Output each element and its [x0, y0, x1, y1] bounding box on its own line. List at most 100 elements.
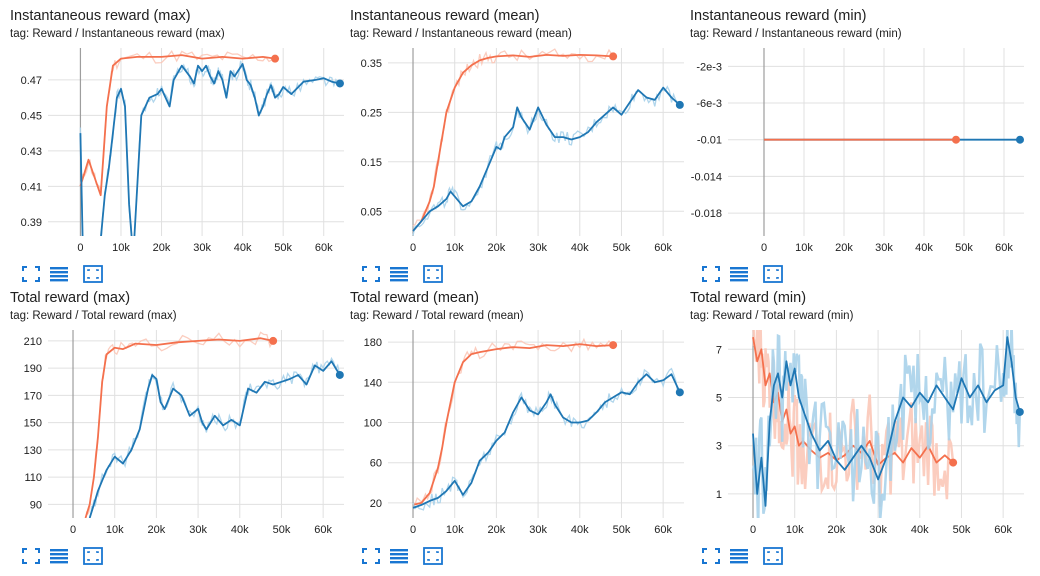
x-tick-label: 0 — [410, 242, 416, 254]
x-tick-label: 60k — [994, 524, 1012, 536]
x-tick-label: 60k — [314, 524, 332, 536]
fit-domain-icon[interactable] — [82, 264, 104, 284]
x-tick-label: 10k — [786, 524, 804, 536]
chart-plot[interactable]: 90 110 130 150 170 190 210 0 10k 20k 30k 40k 50k 60k — [10, 326, 350, 538]
chart-plot[interactable]: 20 60 100 140 180 0 10k 20k 30k 40k 50k 60k — [350, 326, 690, 538]
series-end-point — [1016, 135, 1024, 144]
x-tick-label: 10k — [446, 242, 464, 254]
x-tick-label: 60k — [654, 242, 672, 254]
fullscreen-icon[interactable] — [360, 546, 382, 566]
y-tick-label: -0.018 — [691, 208, 722, 220]
chart-card-total-max: Total reward (max) tag: Reward / Total r… — [10, 290, 350, 572]
y-tick-label: 20 — [370, 498, 382, 510]
x-tick-label: 10k — [446, 524, 464, 536]
chart-card-instantaneous-mean: Instantaneous reward (mean) tag: Reward … — [350, 8, 690, 290]
series-end-point — [271, 54, 280, 63]
x-tick-label: 30k — [193, 242, 211, 254]
data-table-icon[interactable] — [728, 546, 750, 566]
fit-domain-icon[interactable] — [82, 546, 104, 566]
x-tick-label: 50k — [953, 524, 971, 536]
series-line — [79, 54, 276, 197]
x-tick-label: 30k — [869, 524, 887, 536]
x-tick-label: 50k — [613, 524, 631, 536]
fullscreen-icon[interactable] — [360, 264, 382, 284]
chart-toolbar — [20, 546, 140, 568]
fullscreen-icon[interactable] — [20, 264, 42, 284]
fit-domain-icon[interactable] — [762, 264, 784, 284]
series-end-point — [335, 370, 344, 379]
x-tick-label: 0 — [410, 524, 416, 536]
x-tick-label: 30k — [529, 524, 547, 536]
y-tick-label: 0.43 — [21, 146, 42, 158]
raw-series-line — [752, 330, 955, 507]
fit-domain-icon[interactable] — [762, 546, 784, 566]
chart-plot[interactable]: 1 3 5 7 0 10k 20k 30k 40k 50k 60k — [690, 326, 1030, 538]
raw-series-line — [79, 60, 340, 236]
x-tick-label: 30k — [189, 524, 207, 536]
chart-card-total-min: Total reward (min) tag: Reward / Total r… — [690, 290, 1030, 572]
fullscreen-icon[interactable] — [700, 264, 722, 284]
fullscreen-icon[interactable] — [20, 546, 42, 566]
x-tick-label: 50k — [273, 524, 291, 536]
x-tick-label: 20k — [153, 242, 171, 254]
x-tick-label: 40k — [571, 524, 589, 536]
y-tick-label: -2e-3 — [696, 61, 722, 73]
x-tick-label: 40k — [911, 524, 929, 536]
fit-domain-icon[interactable] — [422, 264, 444, 284]
chart-card-total-mean: Total reward (mean) tag: Reward / Total … — [350, 290, 690, 572]
x-tick-label: 10k — [112, 242, 130, 254]
line-chart: 1 3 5 7 0 10k 20k 30k 40k 50k 60k — [716, 330, 1024, 536]
chart-tag: tag: Reward / Total reward (mean) — [350, 310, 524, 322]
data-table-icon[interactable] — [388, 546, 410, 566]
chart-plot[interactable]: -2e-3 -6e-3 -0.01 -0.014 -0.018 0 10k 20k 30k 40k… — [690, 44, 1030, 256]
line-chart: 0.05 0.15 0.25 0.35 0 10k 20k 30k 40k 50k 60k — [361, 48, 684, 254]
x-tick-label: 40k — [234, 242, 252, 254]
x-tick-label: 10k — [795, 242, 813, 254]
data-table-icon[interactable] — [728, 264, 750, 284]
y-tick-label: -0.014 — [691, 171, 722, 183]
line-chart: 0.39 0.41 0.43 0.45 0.47 0 10k 20k 30k 40k 50k 60k — [21, 48, 344, 254]
y-tick-label: 0.41 — [21, 181, 42, 193]
chart-plot[interactable]: 0.05 0.15 0.25 0.35 0 10k 20k 30k 40k 50k 60k — [350, 44, 690, 256]
x-tick-label: 40k — [915, 242, 933, 254]
y-tick-label: 0.39 — [21, 217, 42, 229]
chart-toolbar — [360, 264, 480, 286]
series-line — [84, 337, 274, 518]
y-tick-label: 0.25 — [361, 107, 382, 119]
data-table-icon[interactable] — [48, 546, 70, 566]
fit-domain-icon[interactable] — [422, 546, 444, 566]
y-tick-label: 100 — [364, 417, 382, 429]
gridlines — [728, 48, 1024, 236]
chart-title: Total reward (mean) — [350, 290, 479, 306]
series-end-point — [952, 135, 960, 144]
y-tick-label: 1 — [716, 489, 722, 501]
y-tick-label: 140 — [364, 377, 382, 389]
chart-title: Instantaneous reward (mean) — [350, 8, 540, 24]
y-tick-label: -6e-3 — [696, 98, 722, 110]
series-end-point — [269, 336, 278, 345]
fullscreen-icon[interactable] — [700, 546, 722, 566]
chart-title: Instantaneous reward (max) — [10, 8, 191, 24]
series-line — [88, 360, 341, 518]
series-line — [752, 337, 954, 466]
x-tick-label: 20k — [835, 242, 853, 254]
raw-series-line — [412, 367, 681, 511]
series-end-point — [675, 388, 684, 397]
chart-card-instantaneous-max: Instantaneous reward (max) tag: Reward /… — [10, 8, 350, 290]
chart-title: Total reward (max) — [10, 290, 131, 306]
x-tick-label: 60k — [315, 242, 333, 254]
y-tick-label: 0.05 — [361, 206, 382, 218]
x-tick-label: 50k — [613, 242, 631, 254]
line-chart: 20 60 100 140 180 0 10k 20k 30k 40k 50k 60k — [364, 330, 684, 536]
chart-plot[interactable]: 0.39 0.41 0.43 0.45 0.47 0 10k 20k 30k 40k 50k 60k — [10, 44, 350, 256]
data-table-icon[interactable] — [48, 264, 70, 284]
y-tick-label: 90 — [30, 499, 42, 511]
series-line — [412, 343, 614, 506]
chart-tag: tag: Reward / Total reward (max) — [10, 310, 177, 322]
chart-title: Instantaneous reward (min) — [690, 8, 867, 24]
series-line — [752, 336, 1021, 507]
series-end-point — [609, 341, 618, 350]
y-tick-label: 210 — [24, 336, 42, 348]
data-table-icon[interactable] — [388, 264, 410, 284]
chart-title: Total reward (min) — [690, 290, 807, 306]
